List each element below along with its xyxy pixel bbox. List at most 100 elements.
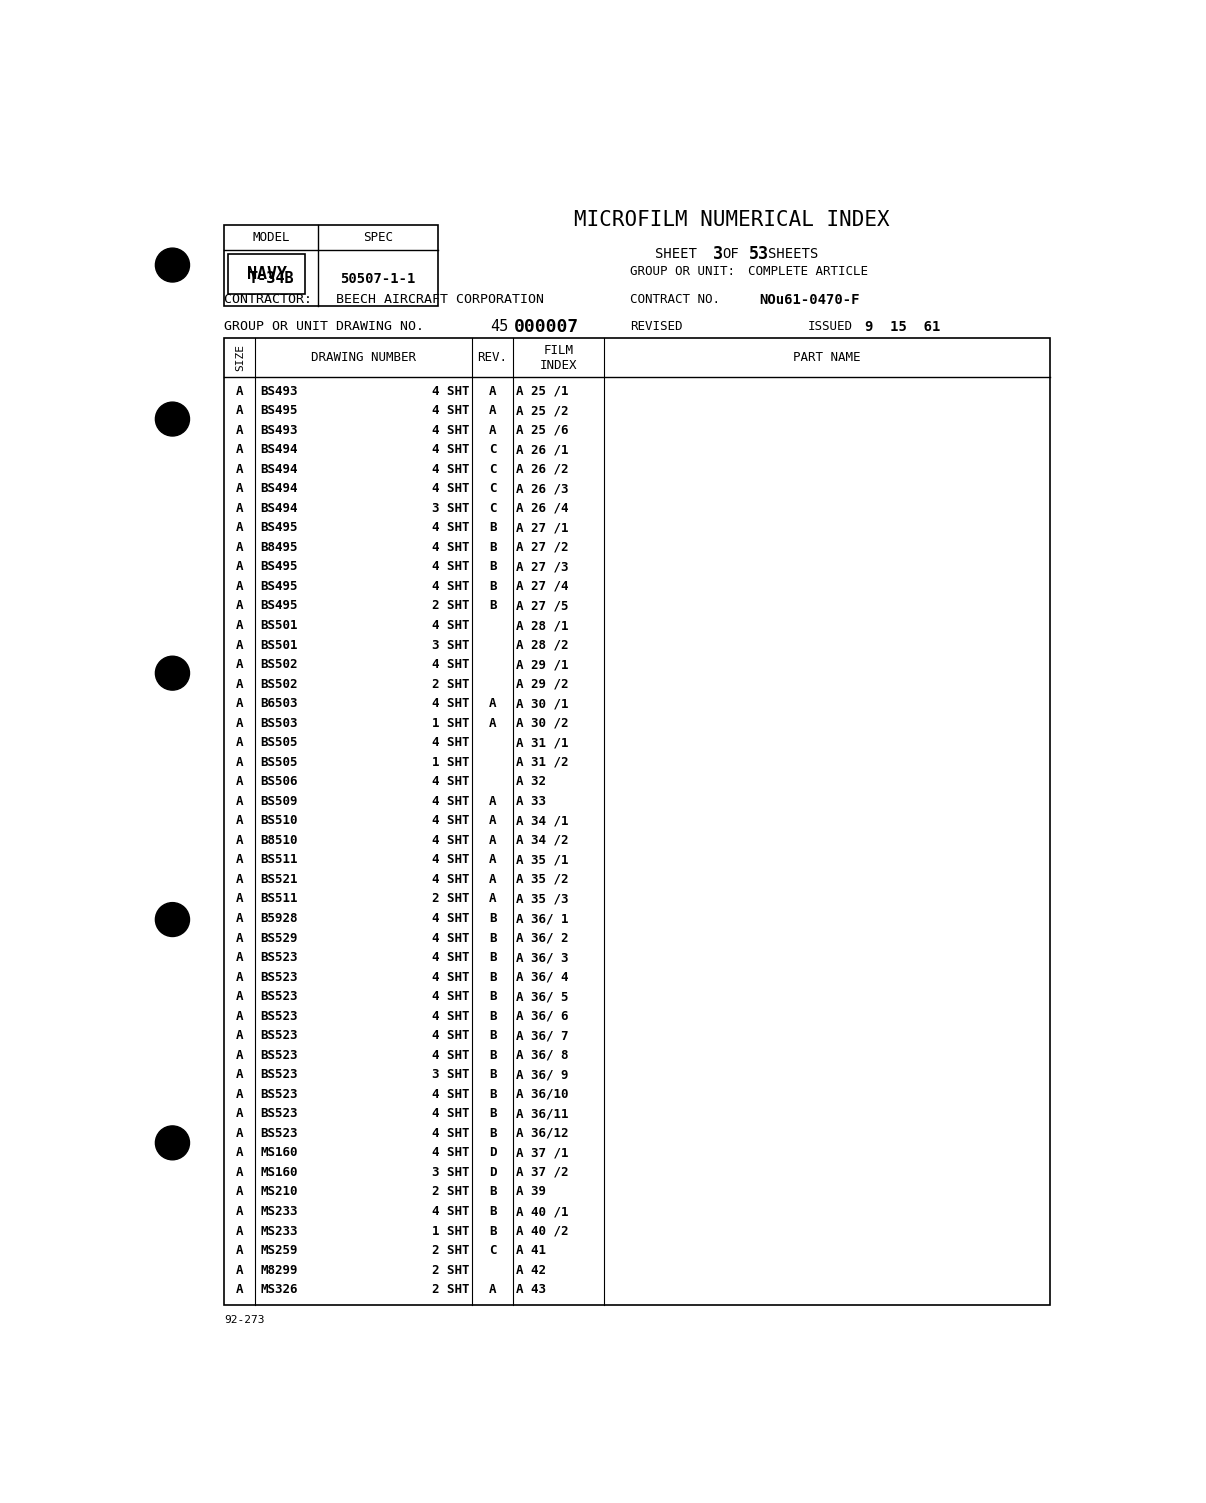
Text: 000007: 000007 [514, 317, 579, 335]
Circle shape [156, 903, 189, 936]
Text: B: B [488, 1030, 497, 1042]
Text: SHEETS: SHEETS [768, 246, 818, 260]
Text: MS160: MS160 [260, 1147, 298, 1159]
Text: A: A [236, 990, 244, 1003]
Text: A 36/ 8: A 36/ 8 [516, 1049, 568, 1061]
Text: A: A [236, 424, 244, 437]
Text: B: B [488, 600, 497, 612]
Circle shape [156, 403, 189, 436]
Text: SHEET: SHEET [655, 246, 696, 260]
Text: BS495: BS495 [260, 580, 298, 594]
Text: BS521: BS521 [260, 873, 298, 885]
Text: A: A [236, 1147, 244, 1159]
Text: A 36/ 5: A 36/ 5 [516, 990, 568, 1003]
Text: SPEC: SPEC [363, 231, 393, 243]
Text: 4 SHT: 4 SHT [432, 424, 469, 437]
Text: 4 SHT: 4 SHT [432, 619, 469, 631]
Text: A: A [236, 912, 244, 924]
Text: B: B [488, 932, 497, 944]
Text: 3 SHT: 3 SHT [432, 502, 469, 516]
Text: B: B [488, 990, 497, 1003]
Text: 4 SHT: 4 SHT [432, 522, 469, 535]
Text: BS493: BS493 [260, 385, 298, 398]
Text: A: A [236, 1108, 244, 1120]
Text: A: A [236, 1069, 244, 1081]
Text: A: A [236, 971, 244, 983]
Text: B: B [488, 1108, 497, 1120]
Text: A 29 /2: A 29 /2 [516, 678, 568, 690]
Text: 2 SHT: 2 SHT [432, 600, 469, 612]
Text: A 37 /1: A 37 /1 [516, 1147, 568, 1159]
Text: A 26 /3: A 26 /3 [516, 482, 568, 496]
Text: A 36/ 6: A 36/ 6 [516, 1010, 568, 1022]
Text: 3 SHT: 3 SHT [432, 1166, 469, 1178]
Text: 4 SHT: 4 SHT [432, 951, 469, 963]
Text: BS495: BS495 [260, 522, 298, 535]
Text: CONTRACT NO.: CONTRACT NO. [630, 293, 720, 307]
Text: 4 SHT: 4 SHT [432, 561, 469, 574]
Text: A 36/11: A 36/11 [516, 1108, 568, 1120]
Text: A: A [236, 1166, 244, 1178]
Text: 4 SHT: 4 SHT [432, 404, 469, 418]
Text: CONTRACTOR:   BEECH AIRCRAFT CORPORATION: CONTRACTOR: BEECH AIRCRAFT CORPORATION [224, 293, 544, 307]
Text: A 28 /2: A 28 /2 [516, 639, 568, 651]
Text: A 27 /5: A 27 /5 [516, 600, 568, 612]
Text: A: A [236, 776, 244, 788]
Text: A: A [236, 795, 244, 807]
Text: MS233: MS233 [260, 1225, 298, 1237]
Text: A 36/ 2: A 36/ 2 [516, 932, 568, 944]
Text: A: A [236, 600, 244, 612]
Text: 2 SHT: 2 SHT [432, 893, 469, 905]
Text: NAVY: NAVY [246, 266, 287, 283]
Text: A: A [236, 678, 244, 690]
Text: A 32: A 32 [516, 776, 546, 788]
Text: 4 SHT: 4 SHT [432, 834, 469, 846]
Text: A 36/ 4: A 36/ 4 [516, 971, 568, 983]
Text: A 27 /2: A 27 /2 [516, 541, 568, 555]
Text: A: A [488, 795, 497, 807]
Text: C: C [488, 463, 497, 476]
Text: A 26 /1: A 26 /1 [516, 443, 568, 457]
Text: MS210: MS210 [260, 1186, 298, 1198]
Text: BS493: BS493 [260, 424, 298, 437]
Text: B: B [488, 1010, 497, 1022]
Text: B: B [488, 541, 497, 555]
Text: A 40 /2: A 40 /2 [516, 1225, 568, 1237]
Text: 4 SHT: 4 SHT [432, 795, 469, 807]
Text: A: A [236, 893, 244, 905]
Text: A: A [236, 951, 244, 963]
Text: GROUP OR UNIT:: GROUP OR UNIT: [630, 265, 734, 278]
Text: BS501: BS501 [260, 639, 298, 651]
Text: A 28 /1: A 28 /1 [516, 619, 568, 631]
Text: BS502: BS502 [260, 678, 298, 690]
Text: BS494: BS494 [260, 482, 298, 496]
Text: 3 SHT: 3 SHT [432, 1069, 469, 1081]
Text: A: A [236, 404, 244, 418]
Text: 2 SHT: 2 SHT [432, 1186, 469, 1198]
Text: A 31 /2: A 31 /2 [516, 756, 568, 768]
Text: A 36/ 7: A 36/ 7 [516, 1030, 568, 1042]
Text: B8495: B8495 [260, 541, 298, 555]
Text: COMPLETE ARTICLE: COMPLETE ARTICLE [748, 265, 867, 278]
Text: A 40 /1: A 40 /1 [516, 1205, 568, 1217]
Text: A 36/10: A 36/10 [516, 1088, 568, 1100]
Text: A: A [236, 815, 244, 827]
Text: 4 SHT: 4 SHT [432, 1030, 469, 1042]
Text: A: A [236, 1264, 244, 1276]
Text: BS510: BS510 [260, 815, 298, 827]
Text: C: C [488, 1244, 497, 1257]
Text: A: A [236, 697, 244, 709]
Text: PART NAME: PART NAME [794, 352, 861, 364]
Text: A 25 /2: A 25 /2 [516, 404, 568, 418]
Text: MICROFILM NUMERICAL INDEX: MICROFILM NUMERICAL INDEX [574, 210, 890, 230]
Text: A 39: A 39 [516, 1186, 546, 1198]
Text: FILM: FILM [544, 344, 573, 358]
Text: B: B [488, 951, 497, 963]
Text: A: A [488, 893, 497, 905]
Text: 4 SHT: 4 SHT [432, 541, 469, 555]
Text: A 36/12: A 36/12 [516, 1127, 568, 1139]
Text: NOu61-0470-F: NOu61-0470-F [759, 293, 860, 307]
Text: 2 SHT: 2 SHT [432, 1244, 469, 1257]
Text: A: A [236, 873, 244, 885]
Text: OF: OF [722, 246, 739, 260]
